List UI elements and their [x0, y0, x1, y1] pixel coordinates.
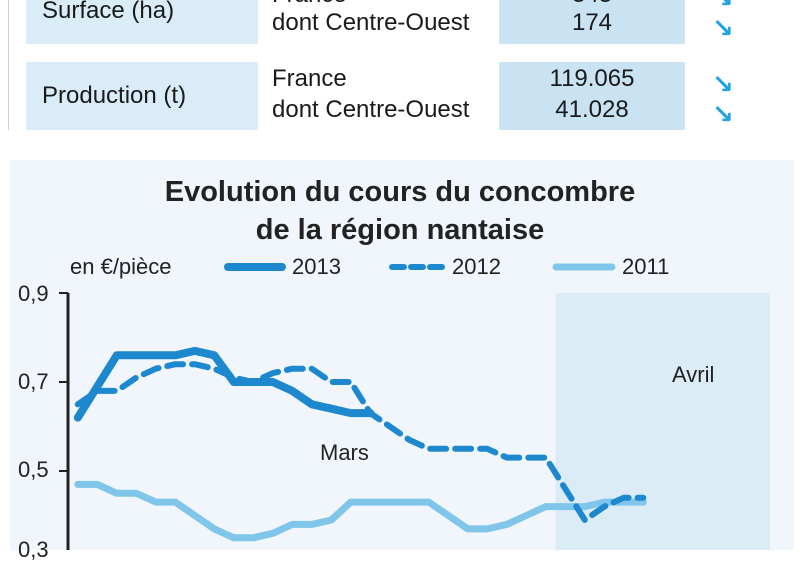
unit-label: en €/pièce	[70, 254, 172, 279]
month-label-avril: Avril	[672, 362, 715, 387]
row-value: 174	[571, 9, 613, 36]
value-band	[499, 0, 685, 44]
trend-down-icon: ↘	[712, 13, 734, 43]
row-label: Production (t)	[42, 82, 187, 109]
series-line-2012	[74, 361, 647, 523]
row-value: 343	[499, 0, 685, 9]
row-label-band	[26, 62, 258, 130]
table-divider	[8, 0, 9, 130]
row-label-band	[26, 0, 258, 44]
value-band	[499, 62, 685, 130]
row-line-france: France	[272, 0, 347, 9]
legend-label-2011: 2011	[622, 254, 670, 279]
y-tick-label: 0,9	[18, 281, 49, 306]
row-value: 41.028	[555, 96, 629, 123]
row-value: 119.065	[549, 65, 635, 92]
infographic: Surface (ha) France dont Centre-Ouest 34…	[8, 0, 794, 562]
chart-title-line2: de la région nantaise	[255, 214, 545, 246]
row-label: Surface (ha)	[42, 0, 175, 24]
y-tick-label: 0,3	[18, 537, 49, 562]
y-tick-label: 0,5	[18, 457, 49, 482]
series-line-2011	[74, 480, 647, 542]
y-tick-label: 0,7	[18, 369, 49, 394]
chart-title-line1: Evolution du cours du concombre	[164, 176, 636, 208]
legend-label-2012: 2012	[452, 254, 501, 279]
line-chart	[59, 263, 770, 550]
row-line-centre-ouest: dont Centre-Ouest	[272, 96, 470, 123]
legend-label-2013: 2013	[292, 254, 341, 279]
row-line-centre-ouest: dont Centre-Ouest	[272, 9, 470, 36]
trend-down-icon: ↘	[712, 69, 734, 99]
trend-down-icon: ↘	[712, 99, 734, 129]
april-shaded-region	[555, 293, 770, 550]
trend-down-icon: ↘	[712, 0, 734, 12]
month-label-mars: Mars	[320, 440, 369, 465]
series-line-2013	[73, 346, 375, 422]
row-line-france: France	[272, 65, 347, 92]
